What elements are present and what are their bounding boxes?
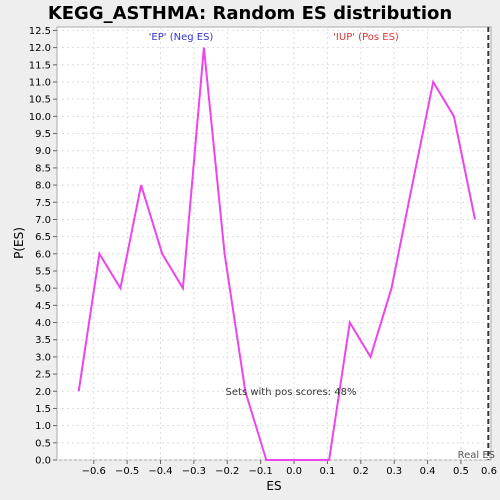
x-axis: −0.6 −0.5 −0.4 −0.3 −0.2 −0.1 0.0 0.1 0.2 0.3 0.4 0… xyxy=(82,460,497,477)
x-tick-label: −0.4 xyxy=(148,466,172,477)
series-layer xyxy=(77,47,476,461)
y-tick-label: 7.5 xyxy=(35,198,51,209)
y-tick-label: 9.5 xyxy=(35,129,51,140)
x-tick-label: −0.1 xyxy=(248,466,272,477)
x-tick-label-edge: 0.6 xyxy=(481,466,497,477)
y-tick-label: 5.5 xyxy=(35,266,51,277)
y-tick-label: 2.5 xyxy=(35,370,51,381)
y-tick-label: 0.0 xyxy=(35,456,51,467)
x-tick-label: 0.0 xyxy=(286,466,302,477)
x-tick-label: −0.5 xyxy=(115,466,139,477)
y-axis-label: P(ES) xyxy=(12,227,26,259)
x-tick-label: 0.3 xyxy=(386,466,402,477)
y-tick-label: 1.5 xyxy=(35,404,51,415)
y-tick-label: 11.5 xyxy=(29,60,51,71)
y-tick-label: 3.5 xyxy=(35,335,51,346)
y-tick-label: 3.0 xyxy=(35,352,51,363)
x-tick-label: 0.4 xyxy=(420,466,436,477)
y-tick-label: 7.0 xyxy=(35,215,51,226)
pos-es-annotation: 'IUP' (Pos ES) xyxy=(333,32,399,43)
y-tick-label: 1.0 xyxy=(35,421,51,432)
y-tick-label: 4.0 xyxy=(35,318,51,329)
x-tick-label: −0.6 xyxy=(82,466,106,477)
pos-scores-annotation: Sets with pos scores: 48% xyxy=(226,387,357,398)
y-tick-label: 8.5 xyxy=(35,163,51,174)
y-tick-label: 0.5 xyxy=(35,438,51,449)
y-tick-label: 10.5 xyxy=(29,95,51,106)
y-tick-label: 6.5 xyxy=(35,232,51,243)
grid-lines xyxy=(57,27,491,461)
x-tick-label: −0.3 xyxy=(182,466,206,477)
x-tick-label: −0.2 xyxy=(215,466,239,477)
x-tick-label: 0.5 xyxy=(453,466,469,477)
real-es-label: Real ES xyxy=(458,450,495,461)
y-tick-label: 9.0 xyxy=(35,146,51,157)
y-tick-label: 11.0 xyxy=(29,77,51,88)
y-tick-label: 5.0 xyxy=(35,284,51,295)
x-axis-label: ES xyxy=(266,479,281,493)
x-tick-label: 0.1 xyxy=(319,466,335,477)
y-tick-label: 12.5 xyxy=(29,26,51,37)
chart-title: KEGG_ASTHMA: Random ES distribution xyxy=(48,3,452,24)
neg-es-annotation: 'EP' (Neg ES) xyxy=(149,32,214,43)
y-tick-label: 2.0 xyxy=(35,387,51,398)
y-tick-label: 8.0 xyxy=(35,181,51,192)
x-tick-label: 0.2 xyxy=(353,466,369,477)
y-tick-label: 10.0 xyxy=(29,112,51,123)
series-line xyxy=(77,47,476,461)
y-axis: 0.0 0.5 1.0 1.5 2.0 2.5 3.0 3.5 4.0 4.5 5.0 5.5 6.0 6… xyxy=(29,26,57,467)
y-tick-label: 4.5 xyxy=(35,301,51,312)
y-tick-label: 12.0 xyxy=(29,43,51,54)
y-tick-label: 6.0 xyxy=(35,249,51,260)
